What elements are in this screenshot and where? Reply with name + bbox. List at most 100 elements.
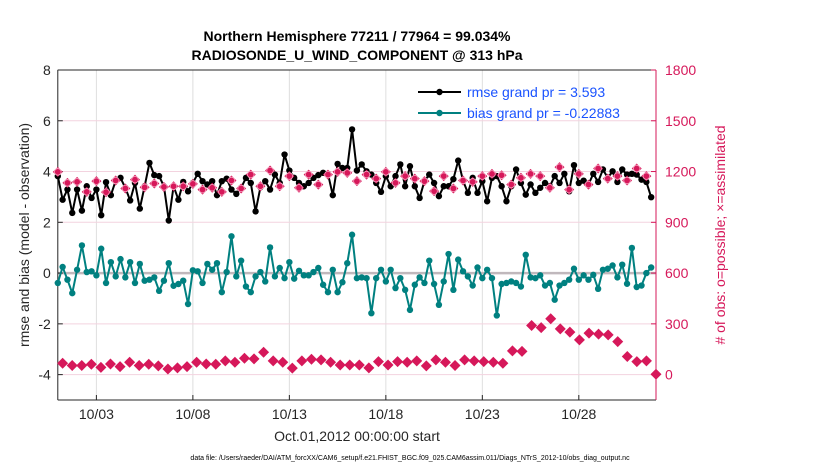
obs-assimilated-point <box>238 352 250 364</box>
bias-point <box>392 284 399 292</box>
obs-possible-marker-ring <box>131 175 139 184</box>
bias-point <box>565 276 573 283</box>
rmse-point <box>286 167 293 174</box>
bias-point <box>628 244 636 252</box>
bias-point <box>532 274 539 282</box>
x-tick-label: 10/03 <box>79 406 114 422</box>
bias-point <box>122 274 129 281</box>
rmse-point <box>83 183 90 190</box>
bias-point <box>643 269 650 277</box>
bias-point <box>69 289 76 297</box>
y-tick-label-left: -2 <box>38 316 51 332</box>
obs-assimilated-point <box>248 353 260 365</box>
rmse-point <box>647 193 655 201</box>
bias-point <box>599 266 607 273</box>
obs-assimilated-point <box>200 358 212 370</box>
obs-assimilated-point <box>573 334 585 346</box>
obs-assimilated-point <box>631 356 643 368</box>
bias-point <box>498 280 505 288</box>
obs-assimilated-point <box>334 359 346 371</box>
rmse-point <box>541 179 549 187</box>
bias-point <box>213 259 221 267</box>
obs-assimilated-point <box>401 356 413 368</box>
obs-possible-marker-ring <box>83 188 91 196</box>
bias-point <box>604 265 611 272</box>
bias-point <box>136 260 144 268</box>
obs-assimilated-point <box>545 313 557 325</box>
bias-point <box>290 275 298 282</box>
x-tick-label: 10/18 <box>368 406 403 422</box>
obs-assimilated-point <box>411 355 423 367</box>
bias-line <box>56 233 652 317</box>
obs-assimilated-point <box>143 358 155 370</box>
bias-point <box>78 242 86 249</box>
legend-bias-marker <box>436 109 443 117</box>
obs-assimilated-point <box>95 361 107 373</box>
bias-point <box>189 267 197 274</box>
bias-point <box>315 264 322 272</box>
y-axis-label-left: rmse and bias (model - observation) <box>16 123 32 347</box>
bias-point <box>546 279 554 287</box>
bias-point <box>64 276 71 283</box>
obs-possible-marker-ring <box>343 169 351 177</box>
bias-point <box>324 288 332 296</box>
obs-possible-marker-ring <box>411 174 419 183</box>
obs-assimilated-point <box>286 362 298 374</box>
rmse-point <box>633 171 640 178</box>
bias-point <box>541 282 549 289</box>
bias-point <box>199 279 206 287</box>
obs-possible-marker-ring <box>468 178 477 186</box>
bias-point <box>363 274 370 282</box>
obs-possible-marker-ring <box>459 176 467 185</box>
obs-possible-marker-ring <box>304 170 313 179</box>
y-tick-label-right: 1800 <box>665 62 696 78</box>
bias-point <box>252 273 259 280</box>
rmse-point <box>146 159 153 167</box>
obs-possible-marker-ring <box>382 168 390 176</box>
obs-possible-marker-ring <box>430 187 438 195</box>
bias-point <box>334 288 341 296</box>
y-tick-label-right: 1200 <box>665 164 696 180</box>
bias-point <box>295 267 303 274</box>
obs-assimilated-point <box>162 363 174 375</box>
bias-point <box>372 274 380 282</box>
obs-possible-marker-ring <box>555 163 564 171</box>
obs-possible-marker-ring <box>218 188 226 196</box>
obs-assimilated-point <box>124 356 136 368</box>
bias-point <box>575 276 583 283</box>
rmse-point <box>426 171 433 178</box>
bias-point <box>512 279 520 287</box>
y-axis-label-right: # of obs: o=possible; ×=assimilated <box>712 125 728 344</box>
rmse-point <box>416 194 423 202</box>
rmse-point <box>483 198 491 205</box>
bias-point <box>585 276 592 283</box>
bias-point <box>233 273 240 280</box>
y-tick-label-left: 8 <box>43 62 51 78</box>
rmse-point <box>392 172 399 180</box>
rmse-point <box>512 166 520 173</box>
rmse-point <box>78 207 86 214</box>
bias-point <box>556 282 563 289</box>
rmse-point <box>377 188 385 196</box>
obs-assimilated-point <box>152 360 164 372</box>
obs-possible-marker-ring <box>102 188 110 196</box>
bias-point <box>112 273 119 280</box>
bias-point <box>88 268 95 275</box>
rmse-point <box>503 198 510 205</box>
obs-assimilated-point <box>104 358 116 370</box>
rmse-point <box>175 196 182 203</box>
bias-point <box>527 274 534 281</box>
obs-possible-marker-ring <box>140 183 149 191</box>
rmse-point <box>397 161 404 168</box>
bias-point <box>117 255 124 263</box>
rmse-point <box>73 186 81 193</box>
x-tick-label: 10/13 <box>272 406 307 422</box>
bias-point <box>102 279 110 287</box>
obs-assimilated-point <box>583 327 595 339</box>
obs-assimilated-point <box>210 358 222 370</box>
obs-possible-marker-ring <box>565 185 573 194</box>
obs-possible-marker-ring <box>536 172 544 180</box>
obs-assimilated-point <box>449 359 461 371</box>
rmse-point <box>199 177 206 185</box>
obs-possible-marker-ring <box>150 179 158 188</box>
